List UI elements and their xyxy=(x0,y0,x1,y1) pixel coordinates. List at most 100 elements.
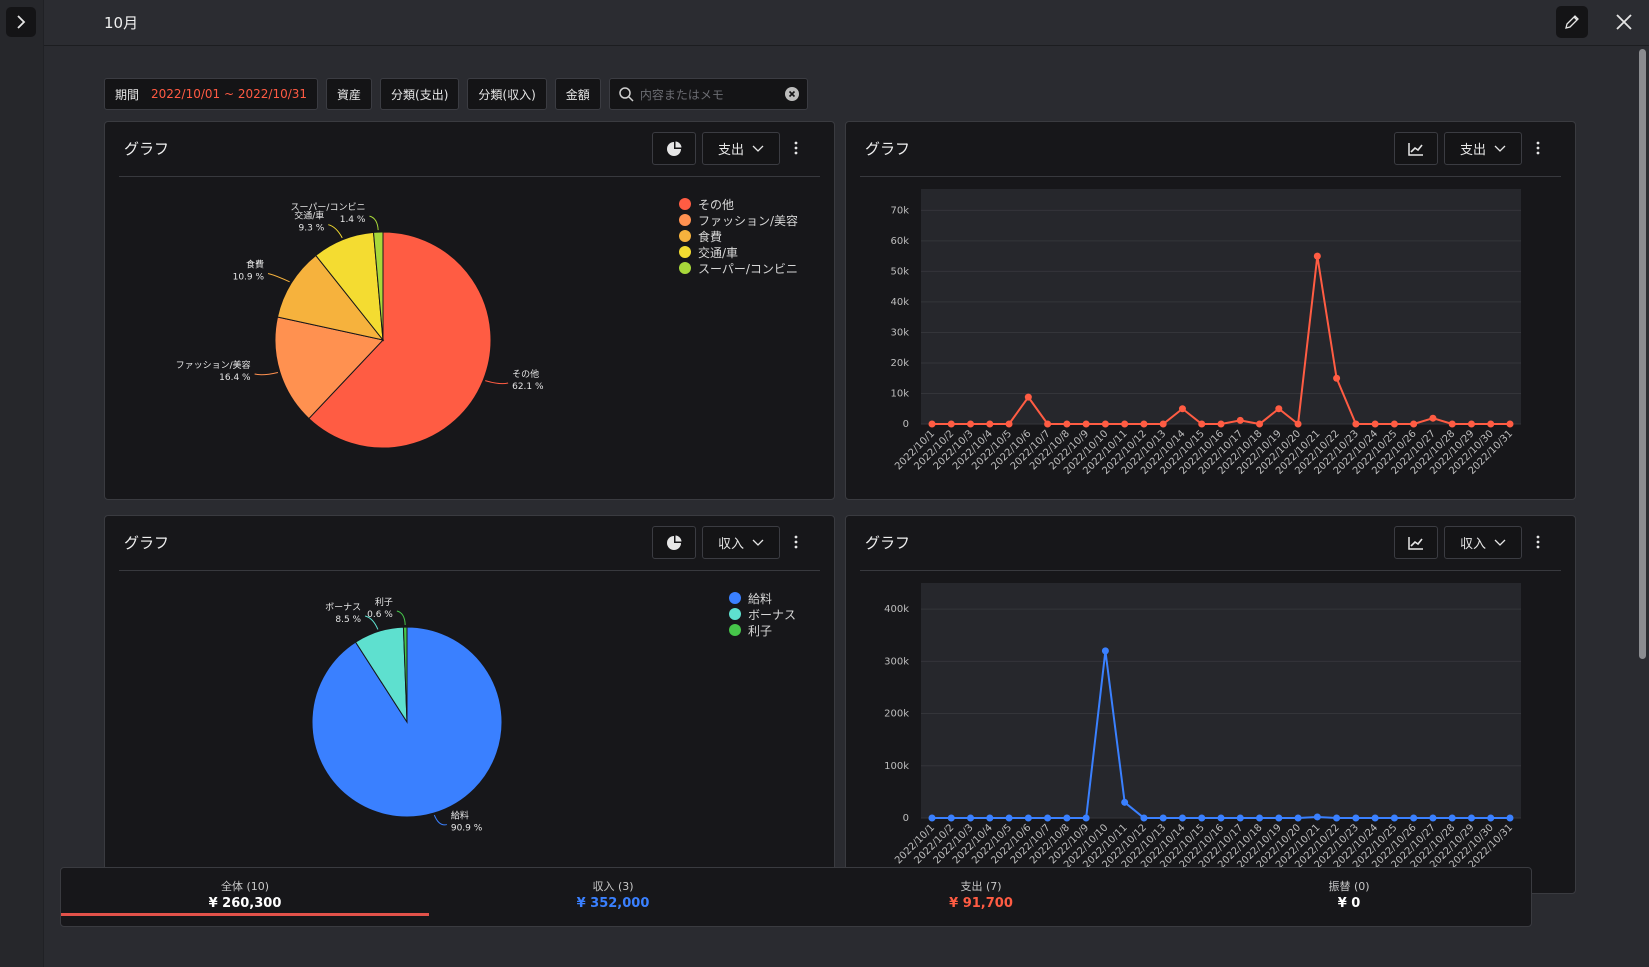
more-options-button[interactable] xyxy=(1528,532,1548,552)
tab-transfer[interactable]: 振替 (0) ¥ 0 xyxy=(1165,868,1533,916)
scrollbar-thumb[interactable] xyxy=(1639,49,1646,659)
more-options-button[interactable] xyxy=(786,532,806,552)
more-vertical-icon xyxy=(794,535,798,549)
data-point xyxy=(928,814,936,822)
legend-label: スーパー/コンビニ xyxy=(698,261,798,276)
legend-swatch xyxy=(679,246,691,258)
legend-swatch xyxy=(729,592,741,604)
data-point xyxy=(986,420,994,428)
panel-title: グラフ xyxy=(124,534,170,552)
close-button[interactable] xyxy=(1610,8,1638,36)
data-point xyxy=(1198,420,1206,428)
legend-item[interactable]: その他 xyxy=(679,196,798,212)
chevron-down-icon xyxy=(1494,145,1506,152)
pie-label-leader xyxy=(369,215,379,231)
main-content: 期間 2022/10/01 ~ 2022/10/31 資産 分類(支出) 分類(… xyxy=(44,47,1634,967)
plot-area xyxy=(921,189,1521,424)
y-tick-label: 400k xyxy=(884,604,909,615)
data-point xyxy=(1390,420,1398,428)
asset-filter-button[interactable]: 資産 xyxy=(326,78,373,110)
legend-item[interactable]: スーパー/コンビニ xyxy=(679,260,798,276)
data-point xyxy=(1487,420,1495,428)
pie-chart-toggle-button[interactable] xyxy=(652,526,696,559)
left-rail xyxy=(0,0,44,967)
income-pie-panel: グラフ 収入 給料 90.9 % ボーナス 8.5 % 利子 0.6 % 給料 ボーナス 利子 xyxy=(104,515,835,894)
data-point xyxy=(1159,420,1167,428)
legend-item[interactable]: ボーナス xyxy=(729,606,796,622)
data-point xyxy=(1217,420,1225,428)
pie-label-leader xyxy=(364,615,379,630)
more-vertical-icon xyxy=(794,141,798,155)
legend-item[interactable]: 給料 xyxy=(729,590,796,606)
expand-sidebar-button[interactable] xyxy=(6,7,36,37)
line-chart-toggle-button[interactable] xyxy=(1394,132,1438,165)
data-point xyxy=(1294,420,1302,428)
data-point xyxy=(1313,813,1321,821)
clear-search-icon[interactable] xyxy=(784,87,799,101)
pie-label-leader xyxy=(254,371,279,376)
data-point xyxy=(1198,814,1206,822)
pie-slice-label: 利子 xyxy=(375,596,393,608)
search-field[interactable]: 内容またはメモ xyxy=(608,78,808,110)
panel-divider xyxy=(860,176,1561,177)
expense-pie-legend: その他 ファッション/美容 食費 交通/車 スーパー/コンビニ xyxy=(679,196,798,276)
tab-all[interactable]: 全体 (10) ¥ 260,300 xyxy=(61,868,429,916)
type-dropdown-label: 収入 xyxy=(1459,537,1486,552)
data-point xyxy=(1217,814,1225,822)
data-point xyxy=(928,420,936,428)
legend-label: ボーナス xyxy=(748,607,797,622)
legend-item[interactable]: 交通/車 xyxy=(679,244,798,260)
scrollbar[interactable] xyxy=(1636,47,1649,967)
pie-chart-toggle-button[interactable] xyxy=(652,132,696,165)
legend-label: 交通/車 xyxy=(698,245,739,260)
panel-title: グラフ xyxy=(865,140,911,158)
chevron-right-icon xyxy=(17,15,26,29)
expense-category-filter-button[interactable]: 分類(支出) xyxy=(380,78,460,110)
data-point xyxy=(1044,420,1052,428)
data-point xyxy=(1178,405,1186,413)
income-type-dropdown[interactable]: 収入 xyxy=(1444,526,1522,559)
tab-amount: ¥ 0 xyxy=(1337,896,1361,911)
data-point xyxy=(1429,814,1437,822)
data-point xyxy=(1448,420,1456,428)
pie-label-leader xyxy=(396,610,406,626)
legend-item[interactable]: 利子 xyxy=(729,622,796,638)
pie-slice-percent: 9.3 % xyxy=(299,224,325,234)
y-tick-label: 20k xyxy=(890,358,909,369)
search-input[interactable]: 内容またはメモ xyxy=(639,87,724,102)
amount-filter-button[interactable]: 金額 xyxy=(554,78,601,110)
tab-expense[interactable]: 支出 (7) ¥ 91,700 xyxy=(797,868,1165,916)
legend-label: その他 xyxy=(698,197,735,212)
tab-income[interactable]: 収入 (3) ¥ 352,000 xyxy=(429,868,797,916)
data-point xyxy=(1159,814,1167,822)
line-chart-icon xyxy=(1408,536,1423,550)
income-type-dropdown[interactable]: 収入 xyxy=(702,526,780,559)
y-tick-label: 30k xyxy=(890,327,909,338)
legend-item[interactable]: 食費 xyxy=(679,228,798,244)
edit-button[interactable] xyxy=(1556,6,1588,38)
expense-type-dropdown[interactable]: 支出 xyxy=(702,132,780,165)
panel-title: グラフ xyxy=(124,140,170,158)
data-point xyxy=(1082,420,1090,428)
type-dropdown-label: 収入 xyxy=(717,537,744,552)
pie-slice-label: 食費 xyxy=(246,258,264,270)
line-chart-toggle-button[interactable] xyxy=(1394,526,1438,559)
pie-slice-percent: 90.9 % xyxy=(451,824,483,834)
data-point xyxy=(1390,814,1398,822)
expense-type-dropdown[interactable]: 支出 xyxy=(1444,132,1522,165)
more-options-button[interactable] xyxy=(786,138,806,158)
pie-label-leader xyxy=(485,380,509,385)
data-point xyxy=(1256,420,1264,428)
data-point xyxy=(947,420,955,428)
chevron-down-icon xyxy=(1494,539,1506,546)
income-category-filter-button[interactable]: 分類(収入) xyxy=(467,78,547,110)
top-bar: 10月 xyxy=(44,0,1649,46)
pie-slice-label: その他 xyxy=(512,368,539,380)
data-point xyxy=(1275,405,1283,413)
legend-item[interactable]: ファッション/美容 xyxy=(679,212,798,228)
data-point xyxy=(947,814,955,822)
period-filter-button[interactable]: 期間 2022/10/01 ~ 2022/10/31 xyxy=(104,78,319,110)
more-options-button[interactable] xyxy=(1528,138,1548,158)
panel-divider xyxy=(119,176,820,177)
